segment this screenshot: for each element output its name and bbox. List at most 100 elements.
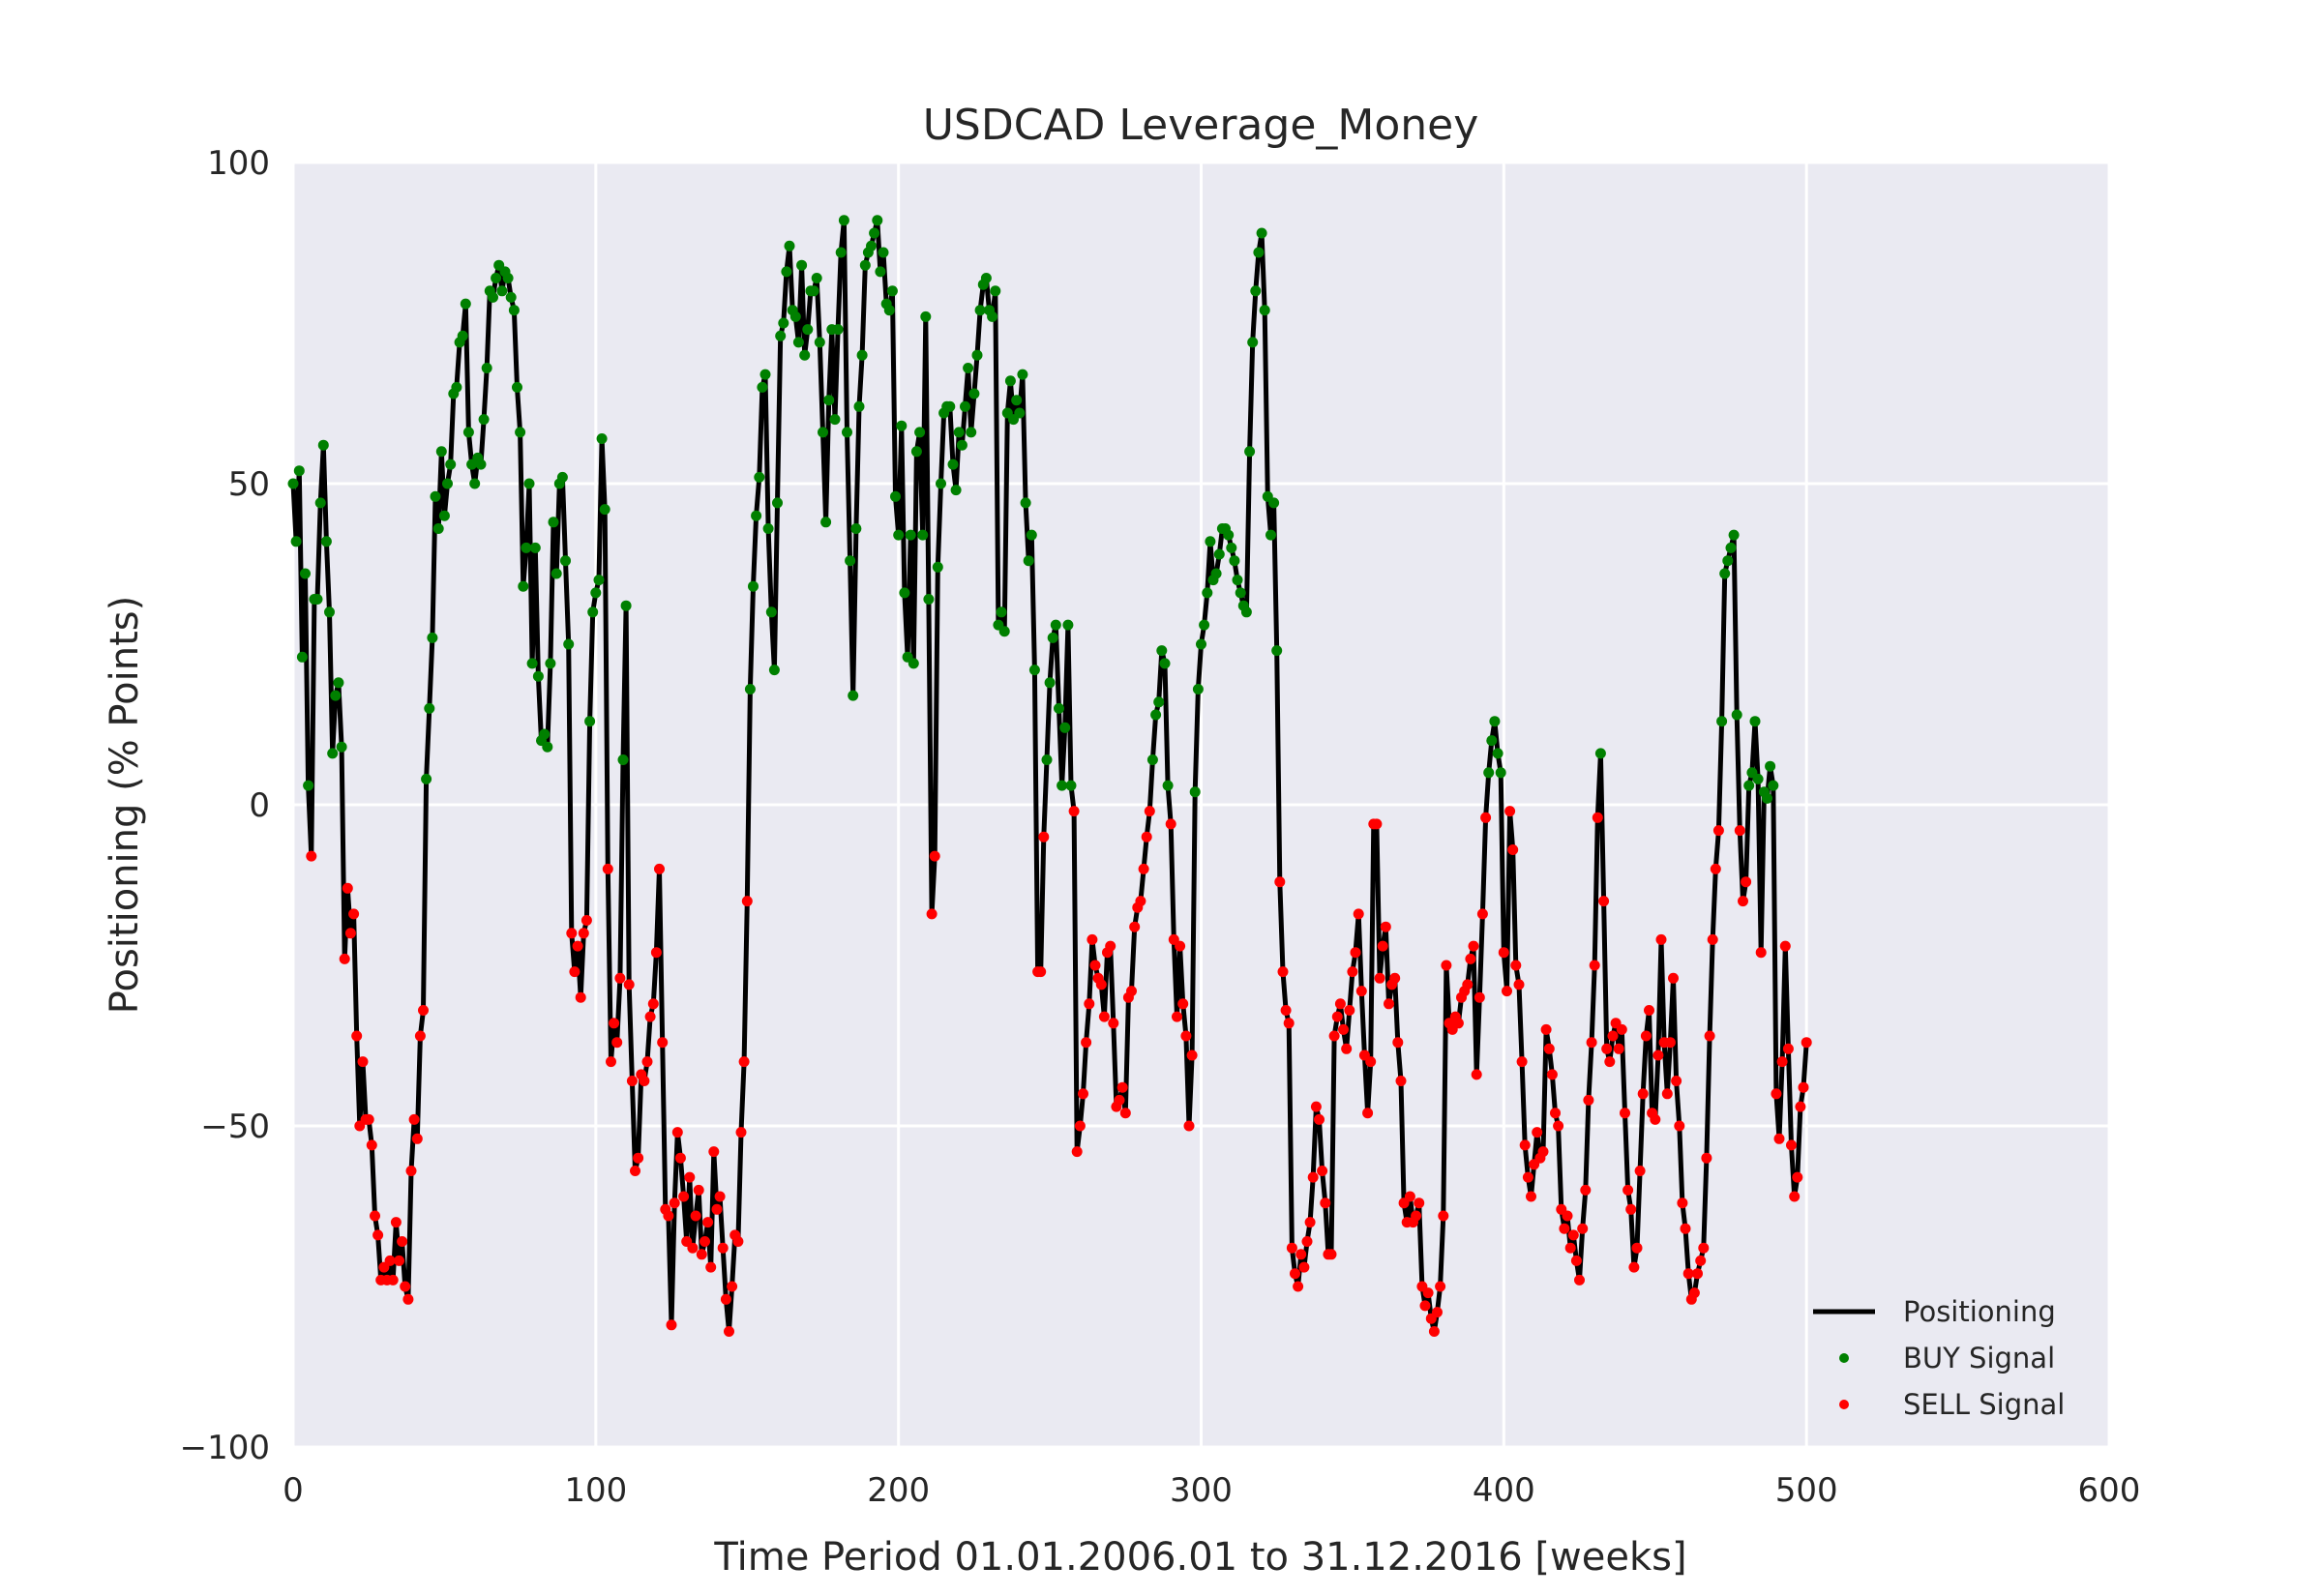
buy-signal-point — [980, 273, 992, 283]
buy-signal-point — [327, 748, 339, 759]
y-tick-label: −50 — [200, 1108, 270, 1146]
sell-signal-point — [1620, 1108, 1630, 1119]
y-tick-label: −100 — [180, 1429, 270, 1467]
sell-signal-point — [647, 998, 659, 1010]
buy-signal-point — [1594, 748, 1606, 759]
sell-signal-point — [1277, 966, 1289, 978]
buy-signal-point — [330, 690, 342, 701]
buy-signal-point — [1146, 754, 1158, 765]
sell-signal-point — [720, 1293, 731, 1305]
buy-signal-point — [515, 427, 526, 438]
buy-signal-point — [542, 741, 553, 753]
buy-signal-point — [936, 478, 946, 489]
sell-signal-point — [1432, 1307, 1443, 1318]
sell-signal-point — [1698, 1242, 1710, 1254]
sell-signal-point — [1078, 1088, 1088, 1100]
buy-signal-point — [462, 427, 474, 438]
buy-signal-point — [762, 523, 774, 534]
buy-signal-point — [1189, 786, 1201, 798]
sell-signal-point — [1035, 966, 1047, 978]
buy-signal-point — [757, 381, 768, 393]
buy-signal-point — [998, 626, 1010, 637]
buy-signal-point — [599, 504, 610, 516]
y-tick-labels: −100 −50 0 50 100 — [180, 144, 270, 1467]
sell-signal-point — [1301, 1236, 1313, 1247]
buy-signal-point — [990, 285, 1001, 297]
sell-signal-point — [1108, 1018, 1119, 1029]
sell-signal-point — [1422, 1287, 1434, 1299]
y-tick-label: 50 — [228, 465, 270, 504]
sell-signal-point — [1183, 1120, 1195, 1132]
sell-signal-point — [654, 863, 665, 874]
sell-signal-point — [1355, 986, 1367, 997]
buy-signal-point — [1011, 395, 1023, 406]
legend: Positioning BUY Signal SELL Signal — [1813, 1295, 2065, 1421]
buy-signal-point — [883, 305, 895, 316]
buy-signal-point — [1041, 754, 1053, 765]
sell-signal-point — [1084, 998, 1095, 1010]
buy-signal-point — [1150, 709, 1162, 721]
sell-signal-point — [1365, 1056, 1377, 1068]
sell-signal-point — [1607, 1030, 1619, 1042]
buy-signal-point — [584, 716, 596, 727]
sell-signal-point — [1537, 1146, 1549, 1158]
buy-signal-point — [438, 510, 450, 521]
buy-signal-point — [1731, 709, 1742, 721]
buy-signal-point — [890, 490, 901, 502]
sell-signal-point — [1310, 1101, 1322, 1112]
sell-signal-point — [575, 991, 586, 1003]
sell-signal-point — [1380, 921, 1391, 932]
sell-signal-point — [702, 1217, 714, 1228]
sell-signal-point — [1543, 1043, 1555, 1054]
sell-signal-point — [1622, 1184, 1634, 1196]
sell-signal-point — [1338, 1023, 1349, 1035]
sell-signal-point — [1798, 1081, 1809, 1093]
sell-signal-point — [384, 1255, 396, 1266]
buy-signal-point — [1017, 369, 1028, 380]
sell-signal-point — [1628, 1261, 1640, 1273]
buy-signal-point — [944, 400, 956, 412]
buy-signal-point — [848, 690, 859, 701]
legend-buy-swatch — [1839, 1353, 1849, 1363]
sell-signal-point — [687, 1242, 699, 1254]
buy-signal-point — [799, 349, 811, 361]
buy-signal-point — [1725, 542, 1737, 553]
sell-signal-point — [363, 1113, 374, 1125]
sell-signal-point — [1616, 1023, 1627, 1035]
buy-signal-point — [823, 395, 835, 406]
sell-signal-point — [357, 1056, 369, 1068]
sell-signal-point — [1674, 1120, 1685, 1132]
sell-signal-point — [1452, 1018, 1464, 1029]
buy-signal-point — [1768, 780, 1779, 791]
sell-signal-point — [1601, 1043, 1613, 1054]
sell-signal-point — [626, 1076, 638, 1086]
buy-signal-point — [1253, 247, 1265, 258]
sell-signal-point — [1105, 940, 1116, 952]
buy-signal-point — [475, 458, 487, 470]
buy-signal-point — [835, 247, 847, 258]
x-tick-label: 600 — [2078, 1471, 2141, 1510]
sell-signal-point — [1038, 831, 1050, 842]
buy-signal-point — [754, 471, 765, 483]
sell-signal-point — [1550, 1108, 1561, 1119]
sell-signal-point — [1353, 908, 1364, 920]
sell-signal-point — [657, 1037, 669, 1049]
buy-signal-point — [953, 427, 965, 438]
buy-signal-point — [768, 665, 780, 676]
sell-signal-point — [1325, 1249, 1337, 1260]
buy-signal-point — [1044, 677, 1056, 689]
buy-signal-point — [1244, 446, 1256, 458]
sell-signal-point — [1546, 1069, 1558, 1080]
sell-signal-point — [1640, 1030, 1652, 1042]
buy-signal-point — [424, 702, 435, 714]
buy-signal-point — [1719, 568, 1731, 579]
buy-signal-point — [312, 594, 323, 605]
buy-signal-point — [950, 485, 962, 496]
sell-signal-point — [684, 1171, 696, 1183]
sell-signal-point — [1141, 831, 1152, 842]
buy-signal-point — [1749, 716, 1761, 727]
sell-signal-point — [690, 1210, 701, 1222]
sell-signal-point — [1510, 960, 1522, 971]
buy-signal-point — [893, 529, 905, 541]
sell-signal-point — [1513, 979, 1525, 990]
